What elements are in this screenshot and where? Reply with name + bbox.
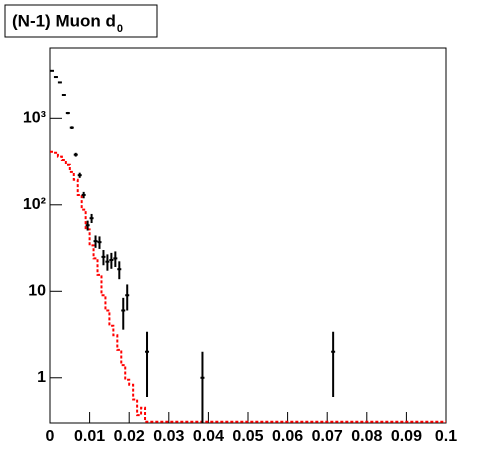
x-tick-label: 0.02	[114, 428, 145, 445]
x-tick-label: 0.09	[391, 428, 422, 445]
plot-frame	[49, 47, 447, 424]
x-tick-label: 0.04	[193, 428, 224, 445]
mc-histogram	[50, 150, 446, 423]
x-tick-label: 0	[46, 428, 55, 445]
title-box	[4, 4, 158, 38]
x-tick-label: 0.07	[312, 428, 343, 445]
x-tick-label: 0.01	[74, 428, 105, 445]
x-tick-label: 0.06	[272, 428, 303, 445]
chart-title: (N-1) Muon d	[12, 11, 116, 30]
x-tick-label: 0.05	[232, 428, 263, 445]
y-tick-label: 10³	[23, 110, 46, 127]
chart-title-subscript: 0	[117, 23, 123, 35]
x-tick-label: 0.08	[351, 428, 382, 445]
y-tick-label: 10²	[23, 196, 46, 213]
x-tick-label: 0.1	[435, 428, 457, 445]
y-tick-label: 1	[37, 369, 46, 386]
y-tick-label: 10	[28, 283, 46, 300]
x-tick-label: 0.03	[153, 428, 184, 445]
